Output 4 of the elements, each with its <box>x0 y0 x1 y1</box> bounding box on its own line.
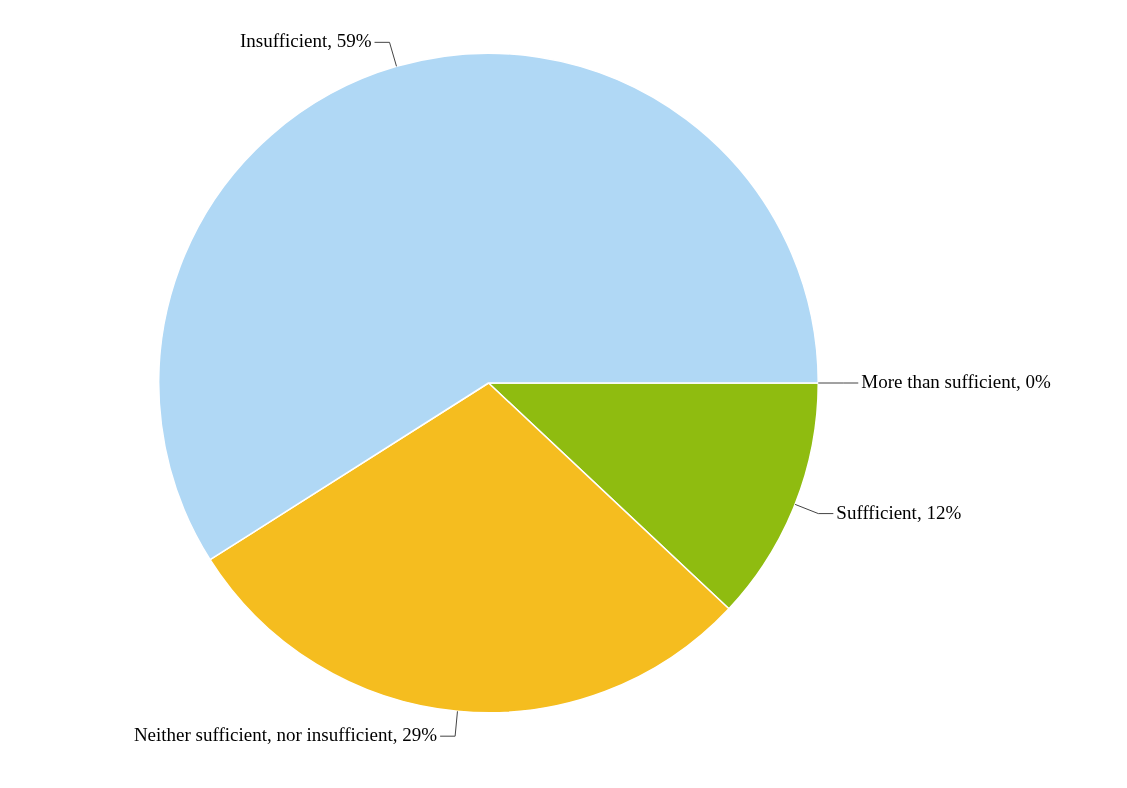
slice-label: Suffficient, 12% <box>836 501 962 523</box>
slice-label: Neither sufficient, nor insufficient, 29% <box>133 724 438 746</box>
slice-label: Insufficient, 59% <box>239 30 372 52</box>
legend-label: More than sufficient, 0% <box>861 370 1052 392</box>
